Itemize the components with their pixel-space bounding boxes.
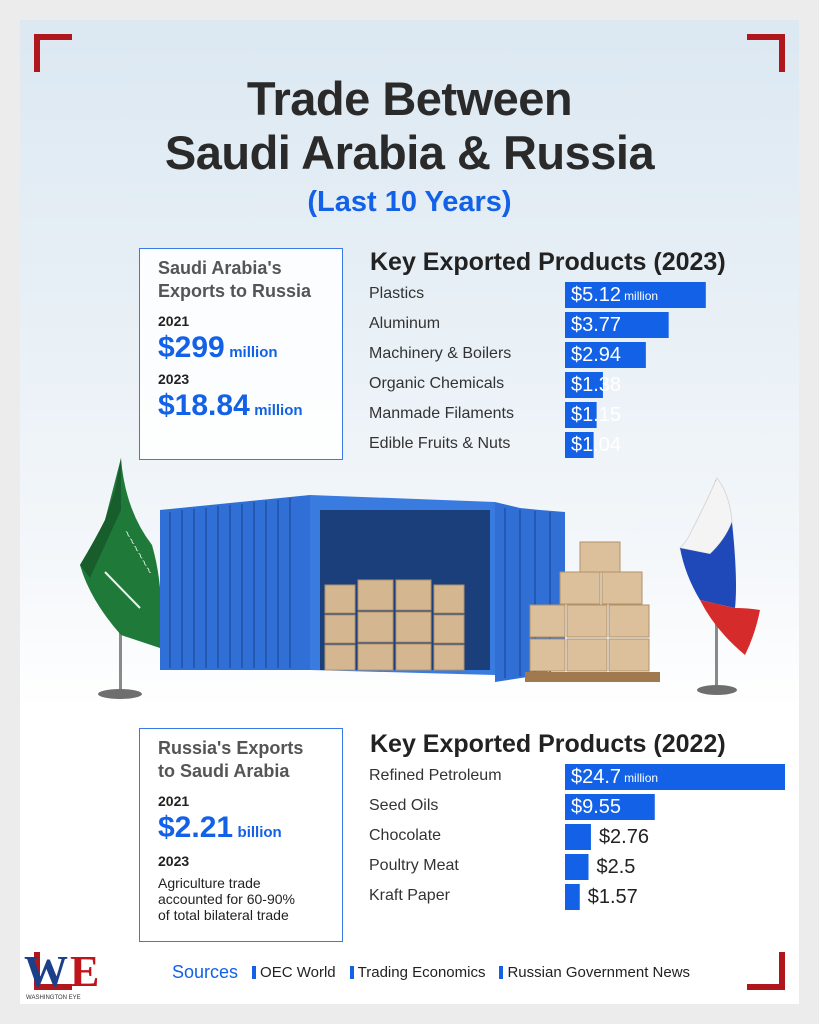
russia-year-2023: 2023 — [158, 853, 190, 869]
bar-value-organic-chemicals: $1.38 — [571, 374, 621, 396]
bar-value-seed-oils: $9.55 — [571, 796, 621, 818]
russia-flag-icon — [678, 477, 760, 695]
bar-label-machinery-boilers: Machinery & Boilers — [369, 345, 511, 362]
source-marker — [252, 966, 257, 979]
corner-mark-top-right — [747, 34, 785, 72]
source-item: Trading Economics — [349, 964, 486, 981]
bar-value-manmade-filaments: $1.15 — [571, 404, 621, 426]
russia-exports-box: Russia's Exports to Saudi Arabia 2021 $2… — [139, 728, 343, 942]
bar-value-refined-petroleum: $24.7 — [571, 766, 621, 788]
bar-seed-oils — [565, 794, 655, 820]
corner-mark-top-left — [34, 34, 72, 72]
bar-edible-fruits-nuts — [565, 432, 594, 458]
russia-note-line-1: Agriculture trade — [158, 875, 261, 891]
bar-unit-label: million — [624, 771, 658, 785]
saudi-value-2021: $299 million — [158, 331, 324, 365]
page-title: Trade Between Saudi Arabia & Russia — [20, 72, 799, 180]
saudi-value-2023-unit: million — [254, 402, 303, 419]
bar-value-chocolate: $2.76 — [599, 826, 649, 848]
bar-chart-2022: Refined Petroleum $24.7 million Seed Oils $9… — [369, 764, 785, 910]
bar-label-aluminum: Aluminum — [369, 315, 440, 332]
saudi-value-2021-unit: million — [229, 344, 278, 361]
chart-title-2023: Key Exported Products (2023) — [370, 248, 726, 276]
saudi-value-2023-amount: $18.84 — [158, 389, 250, 422]
bar-machinery-boilers — [565, 342, 646, 368]
corner-mark-bottom-right — [747, 952, 785, 990]
russia-year-2021: 2021 — [158, 793, 190, 809]
svg-text:W: W — [24, 947, 68, 996]
russia-box-heading: Russia's Exports to Saudi Arabia — [158, 737, 324, 783]
sources-bar: Sources OEC World Trading Economics Russ… — [172, 962, 690, 983]
russia-note-line-2: accounted for 60-90% — [158, 891, 295, 907]
source-russian-gov-news: Russian Government News — [507, 964, 691, 981]
corner-mark-bottom-left — [34, 952, 72, 990]
bar-label-edible-fruits-nuts: Edible Fruits & Nuts — [369, 435, 510, 452]
svg-text:E: E — [70, 947, 99, 996]
bar-plastics — [565, 282, 706, 308]
saudi-flag-icon: ~~~~~~ — [80, 458, 162, 699]
infographic-card: Trade Between Saudi Arabia & Russia (Las… — [20, 20, 799, 1004]
bar-chart-2023: Plastics $5.12 million Aluminum $3.77 Machine… — [369, 282, 706, 458]
source-item: OEC World — [252, 964, 336, 981]
title-line-2: Saudi Arabia & Russia — [164, 126, 655, 179]
bar-value-machinery-boilers: $2.94 — [571, 344, 621, 366]
saudi-year-2023: 2023 — [158, 371, 190, 387]
bar-kraft-paper — [565, 884, 580, 910]
russia-note: Agriculture trade accounted for 60-90% o… — [158, 875, 324, 923]
source-trading-economics: Trading Economics — [357, 964, 486, 981]
source-item: Russian Government News — [499, 964, 690, 981]
saudi-box-heading-line-1: Saudi Arabia's — [158, 258, 282, 278]
bar-value-aluminum: $3.77 — [571, 314, 621, 336]
bar-label-poultry-meat: Poultry Meat — [369, 857, 459, 874]
logo-text: WASHINGTON EYE — [26, 995, 81, 1001]
bar-value-poultry-meat: $2.5 — [597, 856, 636, 878]
saudi-year-2021: 2021 — [158, 313, 190, 329]
bar-manmade-filaments — [565, 402, 597, 428]
bar-aluminum — [565, 312, 669, 338]
shipping-container-icon — [160, 495, 660, 682]
russia-value-2021-unit: billion — [237, 824, 282, 841]
bar-chocolate — [565, 824, 591, 850]
bar-organic-chemicals — [565, 372, 603, 398]
russia-value-2021-amount: $2.21 — [158, 811, 234, 844]
source-oec-world: OEC World — [260, 964, 336, 981]
russia-box-heading-line-2: to Saudi Arabia — [158, 761, 290, 781]
bar-label-chocolate: Chocolate — [369, 827, 441, 844]
title-line-1: Trade Between — [246, 72, 573, 125]
saudi-value-2021-amount: $299 — [158, 331, 225, 364]
source-marker — [349, 966, 354, 979]
saudi-exports-box: Saudi Arabia's Exports to Russia 2021 $2… — [139, 248, 343, 460]
russia-box-heading-line-1: Russia's Exports — [158, 738, 304, 758]
bar-label-manmade-filaments: Manmade Filaments — [369, 405, 514, 422]
washington-eye-logo-icon: W E WASHINGTON EYE — [24, 947, 99, 1001]
trade-illustration: ~~~~~~ — [80, 458, 760, 699]
russia-note-line-3: of total bilateral trade — [158, 907, 289, 923]
bar-label-refined-petroleum: Refined Petroleum — [369, 767, 502, 784]
chart-title-2022: Key Exported Products (2022) — [370, 730, 726, 758]
sources-label: Sources — [172, 962, 239, 982]
bar-poultry-meat — [565, 854, 589, 880]
bar-label-seed-oils: Seed Oils — [369, 797, 438, 814]
russia-value-2021: $2.21 billion — [158, 811, 324, 845]
bar-refined-petroleum — [565, 764, 785, 790]
bar-label-kraft-paper: Kraft Paper — [369, 887, 451, 904]
bar-value-edible-fruits-nuts: $1.04 — [571, 434, 621, 456]
bar-label-organic-chemicals: Organic Chemicals — [369, 375, 504, 392]
bar-value-kraft-paper: $1.57 — [588, 886, 638, 908]
bar-unit-label: million — [624, 289, 658, 303]
bar-label-plastics: Plastics — [369, 285, 424, 302]
source-marker — [499, 966, 504, 979]
saudi-value-2023: $18.84 million — [158, 389, 324, 423]
page-subtitle: (Last 10 Years) — [307, 186, 512, 218]
saudi-box-heading-line-2: Exports to Russia — [158, 281, 312, 301]
bar-value-plastics: $5.12 — [571, 284, 621, 306]
saudi-box-heading: Saudi Arabia's Exports to Russia — [158, 257, 324, 303]
